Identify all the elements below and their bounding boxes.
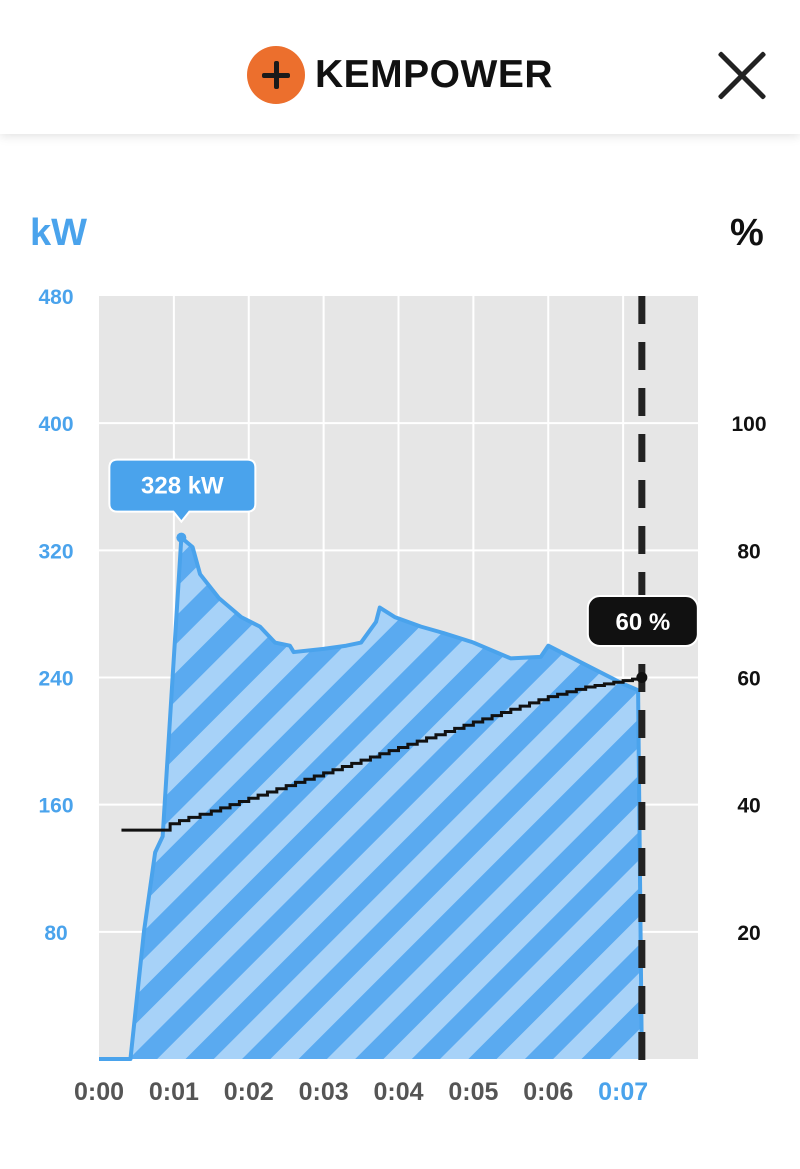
y-right-tick: 40: [737, 795, 760, 818]
soc-current-point: [636, 672, 648, 683]
left-axis-unit: kW: [30, 212, 87, 254]
app-header: KEMPOWER: [0, 0, 800, 134]
right-axis-unit: %: [730, 212, 764, 254]
plus-circle-icon: [247, 46, 305, 104]
y-right-tick: 20: [737, 922, 760, 945]
x-tick: 0:05: [448, 1078, 498, 1106]
series-power-area: [99, 537, 642, 1059]
x-tick: 0:02: [224, 1078, 274, 1106]
brand: KEMPOWER: [247, 46, 553, 104]
soc-label: 60 %: [615, 609, 670, 636]
y-right-tick: 100: [731, 413, 766, 436]
x-tick: 0:03: [299, 1078, 349, 1106]
x-tick: 0:06: [523, 1078, 573, 1106]
soc-callout: [586, 595, 699, 647]
y-left-tick: 80: [44, 922, 67, 945]
x-tick: 0:00: [74, 1078, 124, 1106]
y-left-tick: 160: [38, 795, 73, 818]
peak-power-callout: [108, 458, 257, 524]
y-right-tick: 80: [737, 540, 760, 563]
peak-power-point: [176, 532, 187, 543]
x-tick: 0:04: [373, 1078, 423, 1106]
y-left-tick: 240: [38, 668, 73, 691]
series-power-line: [99, 535, 644, 1061]
y-left-tick: 480: [38, 286, 73, 309]
brand-name: KEMPOWER: [315, 53, 553, 96]
peak-power-label: 328 kW: [141, 473, 224, 500]
y-left-tick: 400: [38, 413, 73, 436]
x-tick: 0:01: [149, 1078, 199, 1106]
y-right-tick: 60: [737, 668, 760, 691]
x-tick: 0:07: [598, 1078, 648, 1106]
y-left-tick: 320: [38, 540, 73, 563]
series-soc-line: [121, 677, 644, 832]
